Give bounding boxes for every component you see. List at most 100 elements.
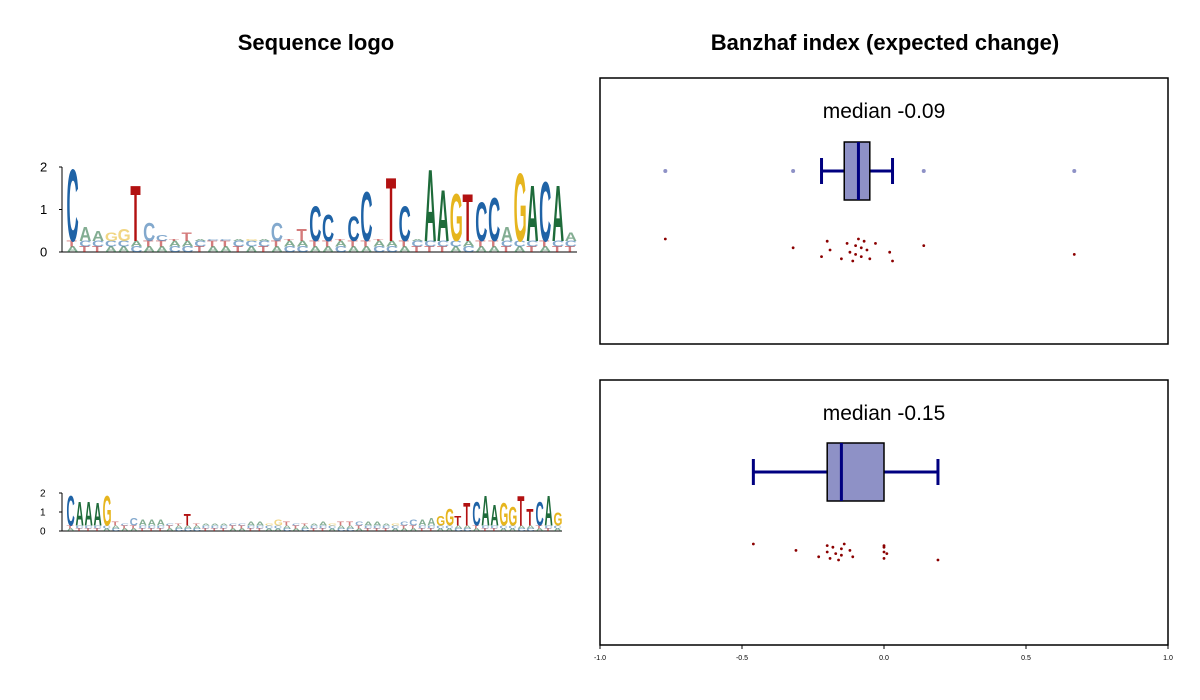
logo-letter-C: C: [76, 524, 84, 529]
logo-letter-C: C: [472, 496, 480, 534]
logo-letter-A: A: [481, 487, 489, 535]
jitter-point: [868, 257, 872, 261]
x-tick-label: -1.0: [594, 655, 606, 662]
logo-letter-T: T: [202, 527, 210, 532]
logo-letter-T: T: [309, 239, 319, 248]
logo-letter-T: T: [112, 521, 120, 527]
logo-letter-A: A: [475, 244, 488, 253]
logo-letter-C: C: [175, 527, 183, 532]
x-tick-label: 1.0: [1163, 655, 1173, 662]
logo-letter-A: A: [175, 524, 183, 529]
jitter-point: [859, 255, 863, 258]
logo-letter-A: A: [274, 527, 282, 532]
logo-letter-T: T: [544, 527, 552, 532]
logo-letter-G: G: [265, 523, 274, 527]
jitter-point: [828, 557, 832, 560]
logo-letter-A: A: [328, 527, 336, 532]
logo-letter-A: A: [258, 239, 271, 242]
logo-letter-C: C: [118, 239, 131, 248]
logo-letter-A: A: [399, 244, 412, 253]
jitter-point: [834, 552, 838, 555]
logo-letter-A: A: [535, 527, 543, 532]
logo-letter-G: G: [118, 225, 131, 245]
jitter-point: [840, 547, 843, 551]
jitter-point: [891, 259, 894, 263]
sequence-logo-title: Sequence logo: [237, 30, 395, 55]
logo-letter-T: T: [346, 521, 354, 527]
logo-letter-A: A: [309, 244, 322, 253]
logo-letter-C: C: [348, 209, 360, 249]
logo-letter-A: A: [508, 527, 516, 532]
logo-letter-T: T: [76, 527, 84, 532]
logo-letter-T: T: [322, 239, 332, 248]
logo-letter-G: G: [105, 232, 118, 245]
jitter-point: [882, 545, 886, 549]
banzhaf-boxplot-top: median -0.09: [599, 77, 1169, 345]
boxplot-frame: [599, 77, 1169, 345]
logo-y-tick-label: 1: [40, 202, 47, 217]
jitter-point: [854, 244, 857, 248]
logo-letter-C: C: [565, 239, 578, 248]
jitter-point: [825, 544, 829, 547]
logo-letter-A: A: [157, 519, 165, 528]
logo-letter-A: A: [364, 521, 373, 527]
x-tick-label: 0.5: [1021, 655, 1031, 662]
logo-letter-T: T: [156, 239, 166, 248]
x-tick-label: -0.5: [736, 655, 748, 662]
logo-letter-T: T: [348, 239, 358, 248]
logo-letter-C: C: [265, 524, 273, 529]
iqr-box: [826, 442, 885, 502]
logo-letter-C: C: [514, 239, 527, 248]
logo-letter-C: C: [373, 244, 386, 253]
logo-letter-C: C: [233, 239, 246, 248]
boxplot-title: median -0.15: [823, 402, 946, 425]
logo-letter-T: T: [143, 239, 153, 248]
logo-letter-C: C: [400, 521, 409, 527]
logo-letter-C: C: [121, 523, 129, 526]
logo-letter-G: G: [245, 239, 258, 242]
logo-letter-C: C: [386, 244, 399, 253]
jitter-point: [922, 244, 926, 248]
logo-letter-T: T: [181, 232, 191, 245]
logo-letter-T: T: [193, 523, 200, 526]
logo-letter-T: T: [490, 527, 498, 532]
jitter-point: [854, 253, 857, 256]
logo-letter-C: C: [256, 524, 264, 529]
logo-letter-G: G: [274, 519, 283, 528]
logo-letter-T: T: [157, 527, 165, 532]
logo-letter-C: C: [328, 524, 336, 529]
logo-letter-T: T: [130, 171, 140, 260]
logo-letter-A: A: [450, 244, 463, 253]
logo-letter-T: T: [211, 527, 219, 532]
logo-letter-T: T: [427, 527, 435, 532]
logo-letter-C: C: [501, 239, 514, 248]
logo-letter-T: T: [238, 524, 246, 529]
logo-letter-A: A: [256, 521, 265, 527]
logo-letter-A: A: [148, 519, 156, 528]
logo-letter-C: C: [139, 524, 147, 529]
logo-letter-C: C: [292, 523, 300, 526]
logo-letter-A: A: [292, 527, 300, 532]
logo-letter-A: A: [265, 527, 273, 532]
logo-letter-T: T: [360, 239, 370, 248]
logo-letter-A: A: [207, 244, 220, 253]
logo-letter-C: C: [67, 487, 75, 535]
jitter-point: [837, 558, 840, 562]
banzhaf-index-title: Banzhaf index (expected change): [710, 30, 1060, 55]
logo-letter-C: C: [490, 524, 498, 529]
logo-letter-A: A: [194, 239, 207, 242]
jitter-point: [840, 553, 843, 557]
jitter-point: [751, 542, 755, 546]
logo-letter-C: C: [94, 524, 102, 529]
logo-letter-C: C: [488, 185, 500, 255]
jitter-point: [1072, 253, 1076, 256]
jitter-point: [831, 545, 835, 549]
jitter-point: [859, 246, 863, 250]
jitter-point: [817, 555, 821, 559]
logo-letter-A: A: [552, 171, 564, 260]
logo-letter-C: C: [364, 524, 372, 529]
outlier-point: [791, 169, 796, 173]
jitter-point: [825, 550, 829, 554]
logo-letter-C: C: [360, 178, 372, 256]
logo-letter-T: T: [409, 524, 417, 529]
